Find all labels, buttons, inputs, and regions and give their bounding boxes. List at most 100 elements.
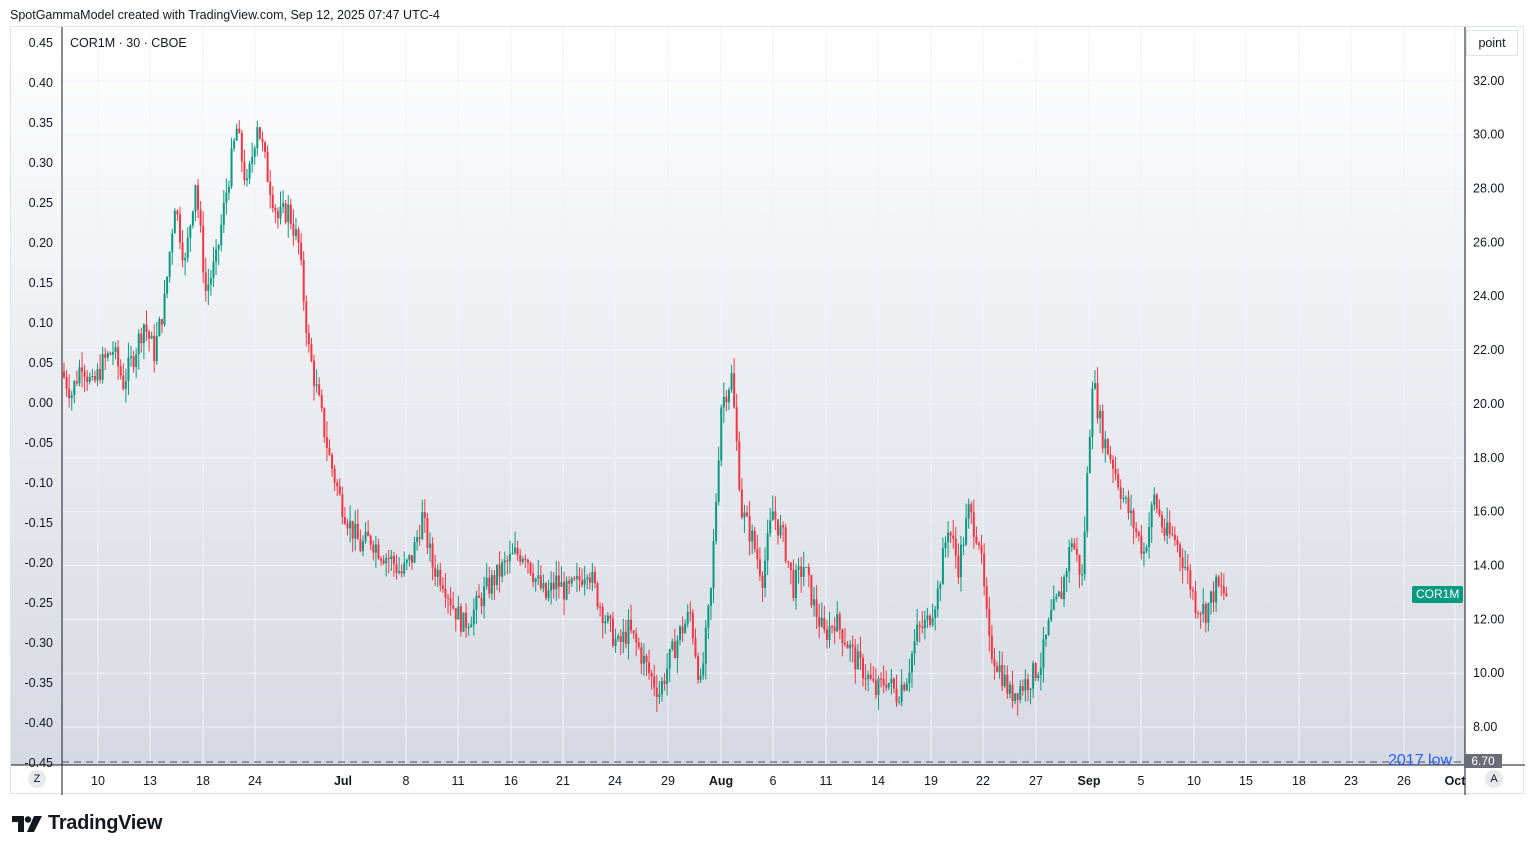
candle-body [846,644,849,649]
time-axis-tick: 5 [1138,774,1145,788]
candle-body [905,683,908,691]
candle-body [1173,534,1176,540]
candle-body [666,668,669,684]
candle-body [81,367,84,372]
left-axis-tick: 0.20 [29,236,53,250]
candle-body [833,626,836,632]
candle-body [980,545,983,554]
time-axis-tick: Jul [334,774,352,788]
candle-body [954,538,957,556]
candle-body [428,543,431,548]
left-axis-tick: -0.35 [25,676,54,690]
candle-body [204,272,207,291]
time-axis-tick: 13 [143,774,157,788]
unit-label[interactable]: point [1466,30,1518,56]
candle-body [686,612,689,624]
chart-frame[interactable]: 0.45 0.40 0.35 0.30 0.25 0.20 0.15 0.10 0.05 0.00… [10,26,1525,795]
candle-body [1166,522,1169,536]
time-axis-tick: 11 [452,774,465,788]
candle-body [617,636,620,639]
candle-body [86,376,89,382]
candle-body [331,455,334,469]
candle-body [1207,603,1210,623]
candle-body [1184,566,1187,569]
candle-body [145,324,148,332]
candle-body [163,293,166,325]
candle-body [568,580,571,584]
right-axis-tick: 12.00 [1473,612,1504,626]
candle-body [75,381,78,384]
left-axis-tick: 0.15 [29,276,53,290]
candle-body [111,352,114,355]
candle-body [1158,508,1161,516]
tradingview-logo-icon [12,815,42,832]
candle-body [1078,554,1081,575]
candle-body [849,644,852,649]
candle-body [1073,543,1076,549]
zoom-button[interactable]: Z [28,770,46,788]
candle-body [140,333,143,344]
candlestick-chart[interactable]: 0.45 0.40 0.35 0.30 0.25 0.20 0.15 0.10 0.05 0.00… [11,27,1525,795]
candle-body [1096,383,1099,419]
candle-body [176,210,179,215]
candle-body [328,448,331,456]
candle-body [307,332,310,345]
candle-body [709,588,712,606]
candle-body [560,582,563,587]
candle-body [787,561,790,563]
candle-body [408,555,411,560]
last-price-tag: COR1M [1412,586,1464,603]
candle-body [715,501,718,541]
candle-body [676,640,679,658]
candle-body [1001,665,1004,687]
candle-body [828,626,831,640]
candle-body [1055,596,1058,600]
left-axis-tick: -0.05 [25,436,54,450]
candle-body [178,214,181,243]
candle-body [1011,684,1014,702]
candle-body [380,558,383,561]
time-axis-tick: 15 [1239,774,1253,788]
candle-body [637,642,640,648]
tradingview-logo[interactable]: TradingView [12,812,162,835]
candle-body [217,245,220,250]
candle-body [65,377,68,389]
candle-body [96,369,99,381]
candle-body [423,512,426,518]
plot-background [62,27,1465,765]
candle-body [645,655,648,663]
candle-body [73,381,76,396]
candle-body [315,384,318,386]
candle-body [1070,543,1073,548]
candle-body [529,562,532,574]
candle-body [238,128,241,133]
candle-body [1065,571,1068,577]
candle-body [343,516,346,524]
candle-body [465,612,468,628]
right-axis-tick: 10.00 [1473,666,1504,680]
candle-body [367,531,370,537]
candle-body [807,567,810,576]
time-axis[interactable]: 10 13 18 24 Jul 8 11 16 21 24 29 Aug 6 11 14 19 22 27 Sep 5… [91,774,1466,788]
candle-body [1029,688,1032,690]
candle-body [153,335,156,362]
candle-body [124,381,127,389]
candle-body [341,494,344,517]
candle-body [970,504,973,513]
candle-body [313,360,316,386]
candle-body [501,562,504,577]
candle-body [524,558,527,561]
candle-body [578,575,581,581]
candle-body [431,543,434,568]
candle-body [1202,604,1205,614]
candle-body [774,511,777,520]
candle-body [300,243,303,261]
candle-body [356,523,359,540]
auto-scale-button[interactable]: A [1485,770,1503,788]
candle-body [1194,591,1197,614]
candle-body [1109,454,1112,460]
candle-body [284,203,287,223]
time-axis-tick: Sep [1078,774,1101,788]
candle-body [892,678,895,689]
candle-body [444,588,447,598]
